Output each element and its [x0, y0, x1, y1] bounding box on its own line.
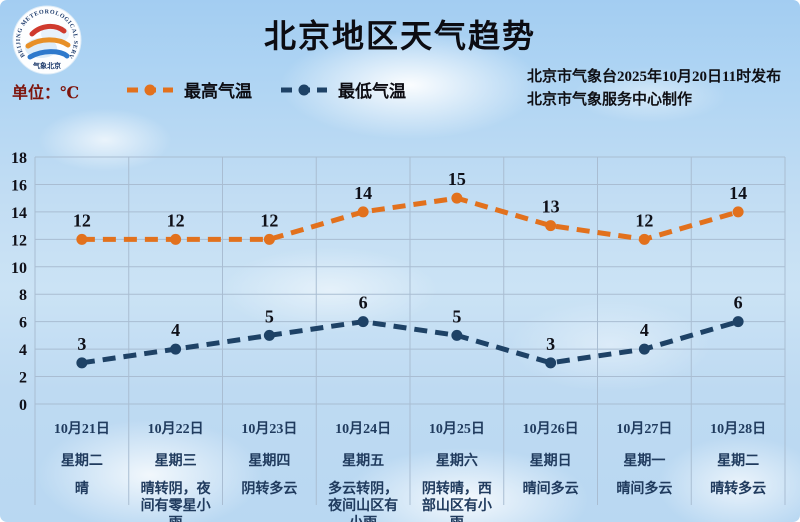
day-weather: 晴转多云	[710, 482, 767, 497]
data-point-value-label: 3	[77, 334, 86, 354]
svg-text:气象北京: 气象北京	[32, 61, 61, 70]
day-date: 10月25日	[428, 422, 485, 437]
data-point	[545, 220, 557, 232]
y-axis-tick-label: 4	[19, 342, 27, 359]
day-weather: 阴转晴，西部山区有小雨	[421, 482, 492, 522]
data-point	[545, 357, 557, 369]
y-axis-tick-label: 18	[11, 150, 27, 167]
day-date: 10月27日	[616, 422, 673, 437]
day-label: 10月21日 星期二晴	[35, 410, 129, 522]
issue-line-1: 北京市气象台2025年10月20日11时发布	[527, 69, 782, 85]
day-weather: 晴间多云	[616, 482, 673, 497]
low-temp-series: 3 4 5 6 5 3 4 6	[76, 293, 744, 369]
high-temp-legend-line-icon	[127, 84, 173, 95]
day-labels-row: 10月21日星期二晴10月22日星期三晴转阴，夜间有零星小雨10月23日星期四阴…	[35, 410, 785, 522]
data-point	[732, 316, 744, 328]
y-axis-tick-label: 12	[11, 232, 27, 249]
data-point-value-label: 12	[73, 210, 91, 230]
day-date: 10月26日	[522, 422, 579, 437]
y-axis-tick-label: 8	[19, 287, 27, 304]
data-point	[638, 343, 650, 355]
data-point-value-label: 15	[448, 169, 466, 189]
data-point	[76, 233, 88, 245]
low-temp-legend-label: 最低气温	[338, 82, 406, 101]
data-point	[357, 316, 369, 328]
day-label: 10月27日 星期一晴间多云	[598, 410, 692, 522]
data-point-value-label: 14	[729, 183, 747, 203]
data-point	[732, 206, 744, 218]
data-point	[451, 329, 463, 341]
y-axis-tick-label: 16	[11, 177, 27, 194]
day-weather: 晴	[74, 482, 89, 497]
day-weather: 阴转多云	[241, 482, 298, 497]
day-date: 10月23日	[241, 422, 298, 437]
data-point	[263, 329, 275, 341]
data-point	[76, 357, 88, 369]
meteorological-service-logo-icon: BEIJING METEOROLOGICAL SERVICE 气象北京	[11, 4, 82, 75]
data-point	[638, 233, 650, 245]
data-point	[357, 206, 369, 218]
y-axis-tick-label: 14	[11, 205, 27, 222]
data-point-value-label: 5	[265, 306, 274, 326]
day-weekday: 星期一	[623, 454, 666, 469]
day-weekday: 星期三	[154, 454, 197, 469]
data-point-value-label: 13	[542, 197, 560, 217]
chart-legend: 最高气温 最低气温	[126, 77, 424, 102]
day-weather: 多云转阴，夜间山区有小雨	[328, 482, 399, 522]
high-temp-legend-label: 最高气温	[184, 82, 252, 101]
unit-label: 单位：℃	[12, 85, 80, 102]
y-axis-tick-label: 10	[11, 260, 27, 277]
page-title: 北京地区天气趋势	[263, 18, 536, 54]
day-date: 10月21日	[53, 422, 110, 437]
day-date: 10月28日	[710, 422, 767, 437]
data-point-value-label: 6	[734, 293, 743, 313]
day-label: 10月23日 星期四阴转多云	[223, 410, 317, 522]
day-weekday: 星期二	[717, 454, 760, 469]
y-axis-tick-label: 0	[19, 397, 27, 414]
day-weekday: 星期日	[529, 454, 572, 469]
gridlines	[34, 156, 786, 505]
day-weekday: 星期六	[435, 454, 478, 469]
data-point-value-label: 6	[359, 293, 368, 313]
y-axis-tick-label: 6	[19, 315, 27, 332]
data-point-value-label: 12	[167, 210, 185, 230]
low-temp-legend-line-icon	[281, 84, 327, 95]
day-weather: 晴转阴，夜间有零星小雨	[140, 482, 211, 522]
day-date: 10月24日	[335, 422, 392, 437]
data-point-value-label: 5	[452, 306, 461, 326]
data-point-value-label: 3	[546, 334, 555, 354]
day-date: 10月22日	[147, 422, 204, 437]
data-point-value-label: 14	[354, 183, 372, 203]
day-weekday: 星期四	[248, 454, 291, 469]
day-weather: 晴间多云	[522, 482, 579, 497]
data-point-value-label: 4	[640, 320, 649, 340]
issue-line-2: 北京市气象服务中心制作	[527, 92, 693, 108]
y-axis-tick-label: 2	[19, 370, 27, 387]
data-point-value-label: 4	[171, 320, 180, 340]
data-point	[170, 343, 182, 355]
day-label: 10月28日 星期二晴转多云	[691, 410, 785, 522]
day-label: 10月26日 星期日晴间多云	[504, 410, 598, 522]
day-weekday: 星期二	[60, 454, 103, 469]
data-point-value-label: 12	[635, 210, 653, 230]
data-point	[263, 233, 275, 245]
issue-info: 北京市气象台2025年10月20日11时发布 北京市气象服务中心制作	[527, 66, 781, 112]
high-temp-series: 12 12 12 14 15 13 12 14	[73, 169, 747, 245]
data-point-value-label: 12	[260, 210, 278, 230]
data-point	[451, 192, 463, 204]
day-weekday: 星期五	[342, 454, 385, 469]
data-point	[170, 233, 182, 245]
